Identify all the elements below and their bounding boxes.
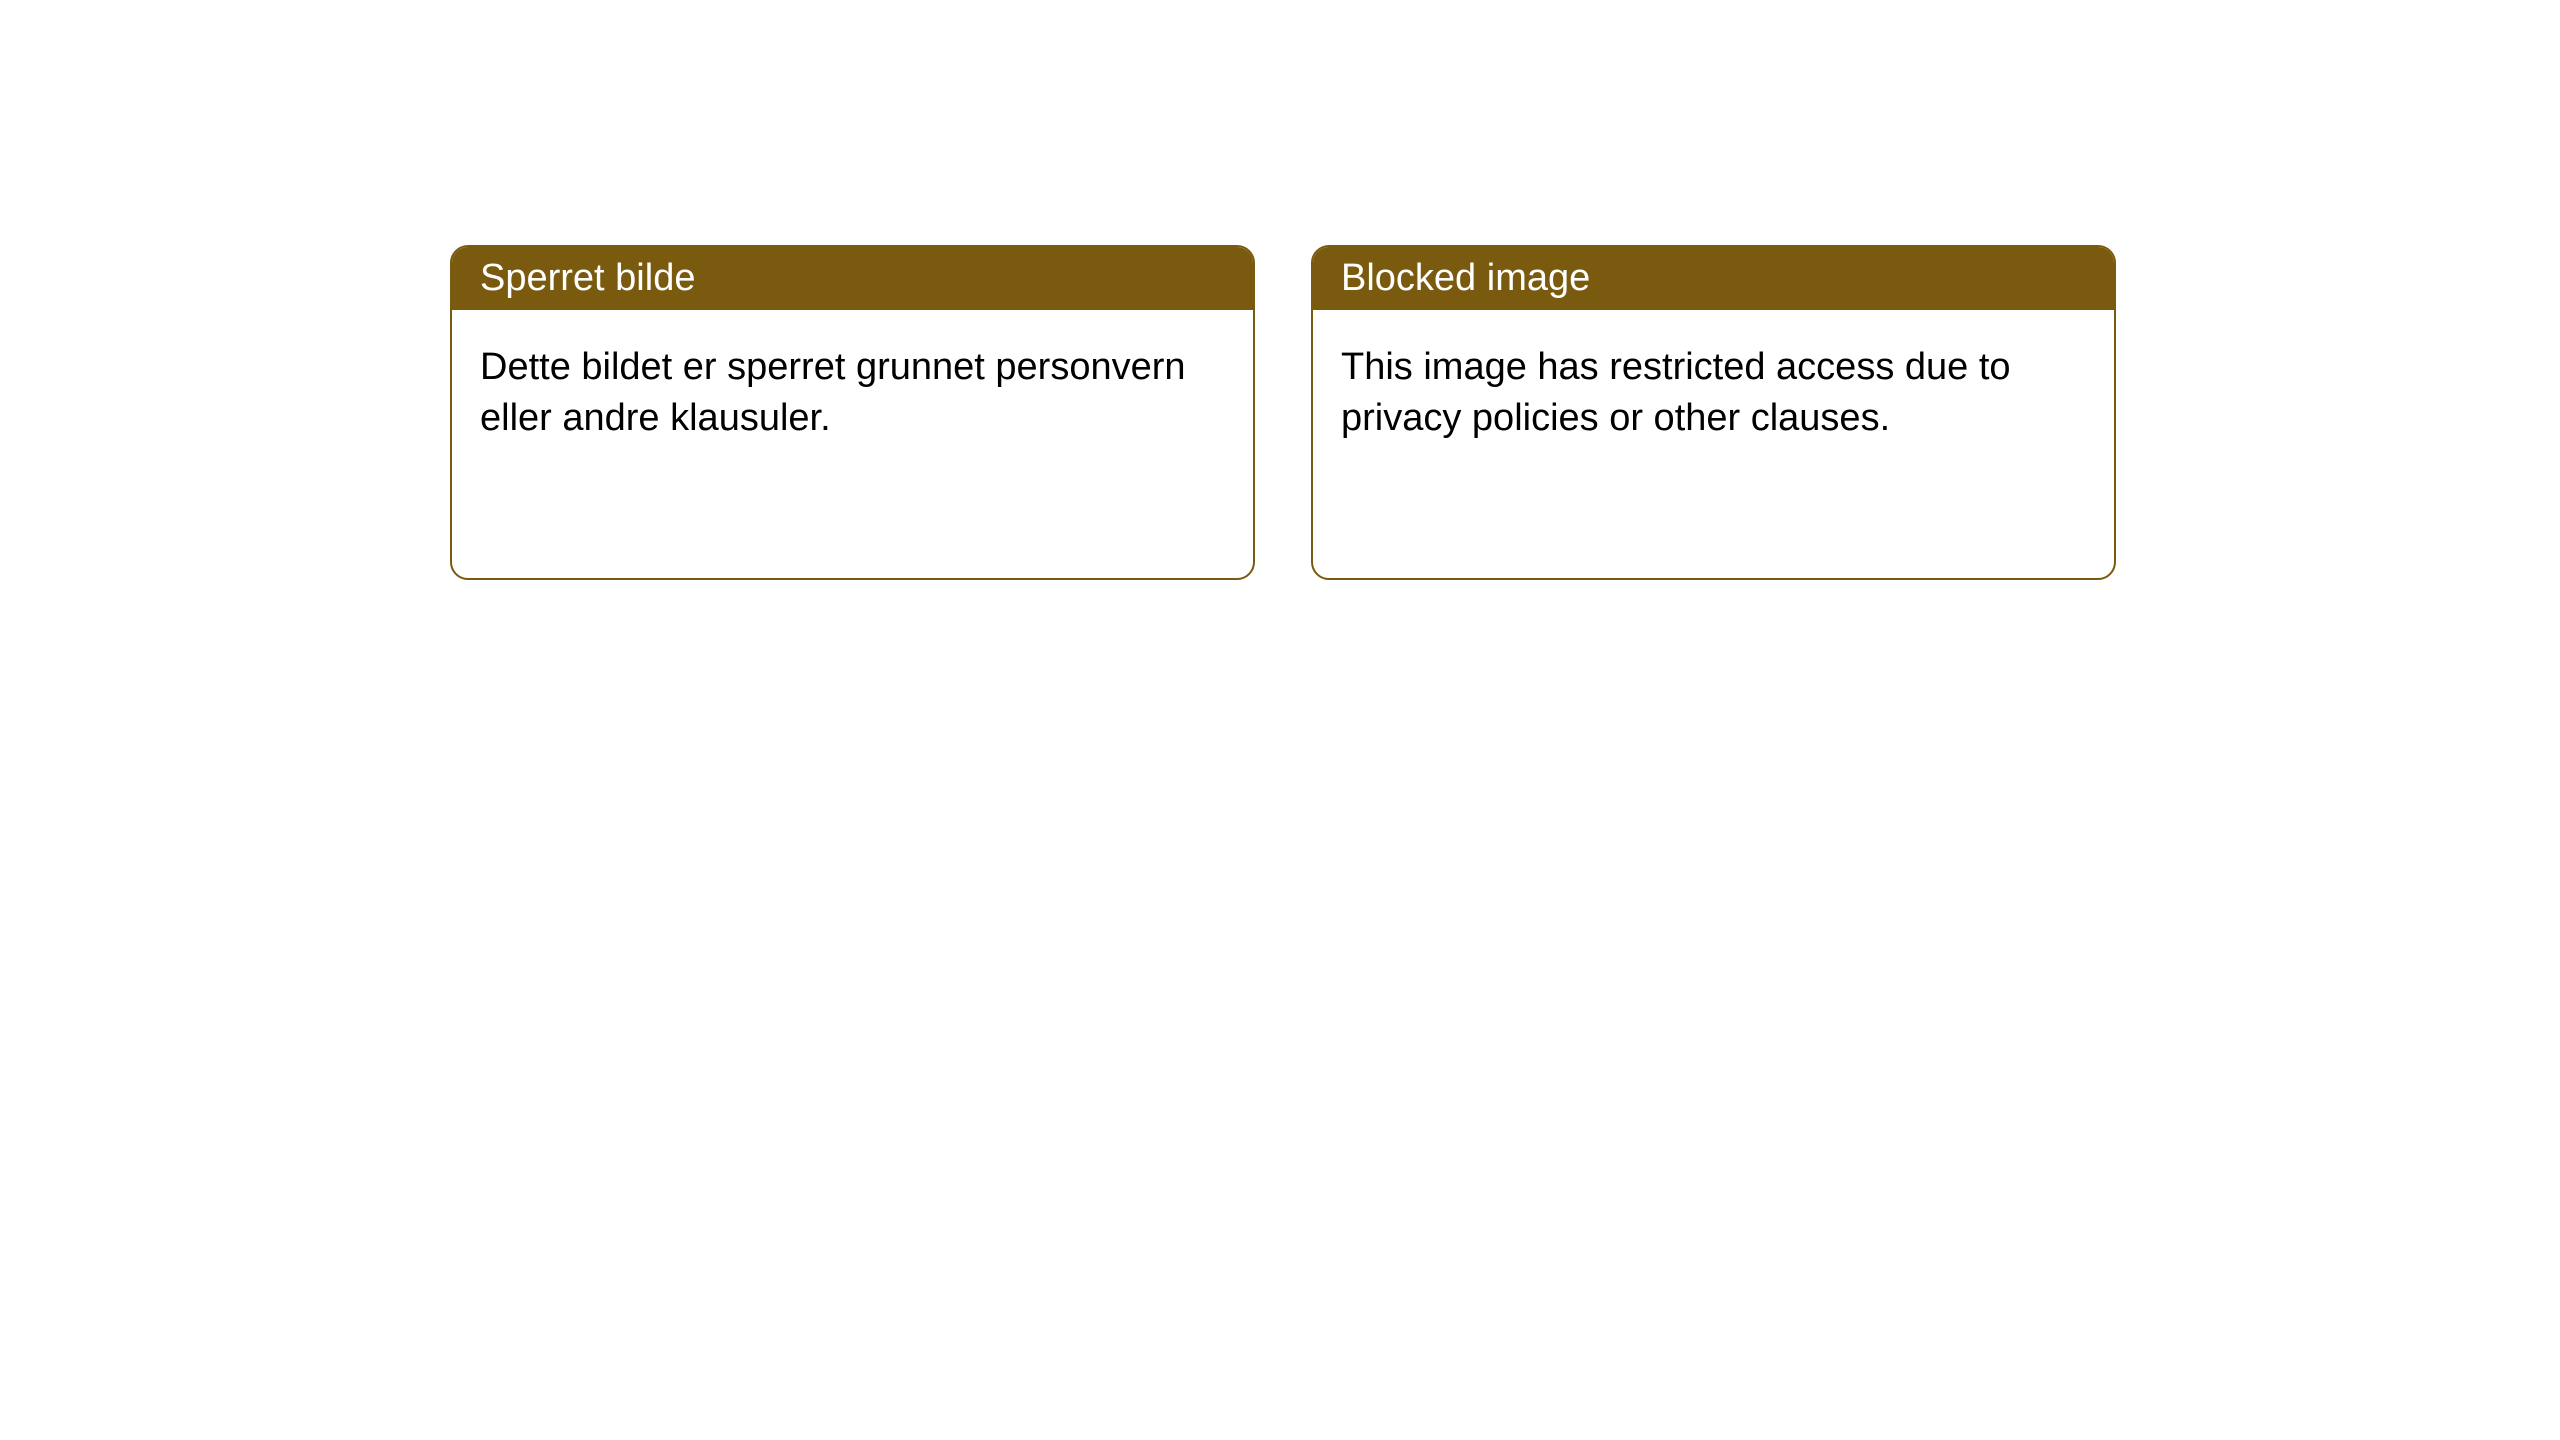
notice-body-english: This image has restricted access due to … (1313, 310, 2114, 477)
notice-body-norwegian: Dette bildet er sperret grunnet personve… (452, 310, 1253, 477)
notice-container: Sperret bilde Dette bildet er sperret gr… (0, 0, 2560, 580)
notice-box-norwegian: Sperret bilde Dette bildet er sperret gr… (450, 245, 1255, 580)
notice-title-norwegian: Sperret bilde (452, 247, 1253, 310)
notice-title-english: Blocked image (1313, 247, 2114, 310)
notice-box-english: Blocked image This image has restricted … (1311, 245, 2116, 580)
